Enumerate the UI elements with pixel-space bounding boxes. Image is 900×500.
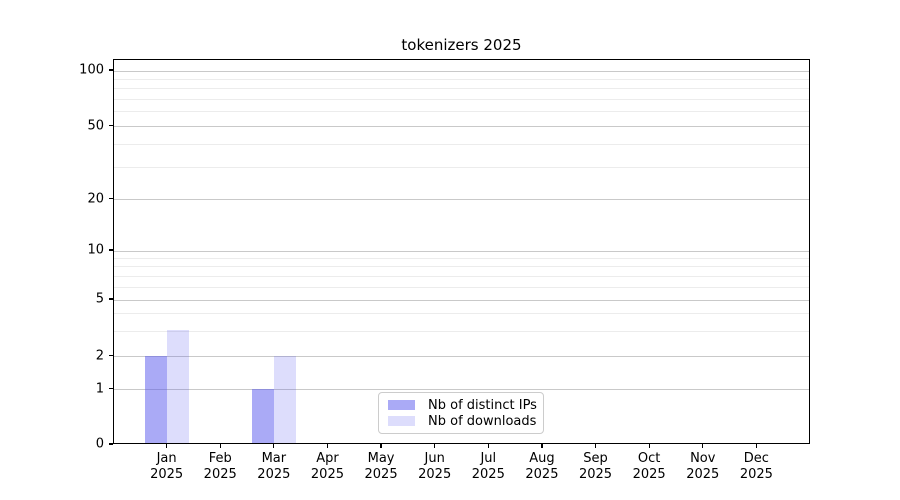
- x-tick-month: Sep: [583, 451, 608, 466]
- x-tick-month: Jun: [424, 451, 445, 466]
- x-tick-label: May 2025: [365, 451, 398, 483]
- gridline-major: [114, 70, 809, 72]
- gridline-minor: [114, 266, 809, 268]
- y-tick: [109, 124, 113, 127]
- gridline-major: [114, 126, 809, 127]
- x-tick-month: Nov: [690, 451, 716, 466]
- legend-swatch: [388, 400, 415, 410]
- x-tick-month: Feb: [208, 451, 232, 466]
- x-tick-year: 2025: [418, 467, 452, 482]
- x-tick-year: 2025: [471, 467, 505, 482]
- x-tick: [273, 444, 275, 448]
- gridline-minor: [114, 143, 809, 145]
- x-tick-month: Jul: [480, 451, 497, 466]
- x-tick-year: 2025: [257, 467, 291, 482]
- x-tick-label: Oct 2025: [633, 451, 666, 483]
- gridline-major: [114, 356, 809, 357]
- y-tick-label: 0: [95, 436, 104, 452]
- y-tick: [109, 354, 113, 357]
- x-tick-month: Dec: [743, 451, 769, 466]
- gridline-major: [114, 299, 809, 301]
- y-tick-label: 100: [79, 62, 104, 78]
- gridline-minor: [114, 99, 809, 101]
- x-tick-month: Apr: [316, 451, 339, 466]
- y-tick: [109, 197, 113, 200]
- gridline-minor: [114, 286, 809, 288]
- legend-label: Nb of distinct IPs: [428, 397, 537, 413]
- x-tick-label: Mar 2025: [257, 451, 290, 483]
- legend: Nb of distinct IPs Nb of downloads: [378, 392, 544, 434]
- gridline-minor: [114, 257, 809, 259]
- gridline-minor: [114, 313, 809, 315]
- bar: [273, 355, 296, 443]
- x-tick-year: 2025: [310, 467, 344, 482]
- x-tick-label: Feb 2025: [204, 451, 237, 483]
- x-tick: [434, 444, 436, 448]
- x-tick-month: Mar: [261, 451, 287, 466]
- plot-area: [113, 59, 810, 444]
- y-tick-label: 10: [87, 242, 104, 258]
- bar: [166, 330, 189, 443]
- bar: [251, 388, 274, 443]
- legend-entry: Nb of distinct IPs: [388, 397, 537, 413]
- legend-entry: Nb of downloads: [388, 413, 537, 429]
- y-tick: [109, 298, 113, 300]
- bar: [144, 355, 167, 443]
- x-tick: [648, 444, 650, 448]
- x-tick: [541, 444, 543, 448]
- x-tick-label: Apr 2025: [311, 451, 344, 483]
- x-tick-label: Jul 2025: [472, 451, 505, 483]
- x-tick-year: 2025: [739, 467, 773, 482]
- y-tick: [109, 387, 113, 390]
- x-tick-month: Oct: [637, 451, 661, 466]
- x-tick-month: Jan: [156, 451, 177, 466]
- gridline-major: [114, 250, 809, 252]
- gridline-minor: [114, 88, 809, 90]
- x-tick-year: 2025: [578, 467, 613, 482]
- x-tick: [487, 444, 489, 448]
- x-tick-label: Nov 2025: [686, 451, 719, 483]
- y-tick-label: 5: [95, 291, 104, 307]
- y-tick-label: 2: [95, 348, 104, 363]
- gridline-minor: [114, 275, 809, 277]
- x-tick: [166, 444, 168, 448]
- gridline-minor: [114, 166, 809, 168]
- x-tick: [702, 444, 704, 448]
- y-tick-label: 50: [87, 118, 104, 133]
- x-tick-year: 2025: [525, 467, 559, 482]
- gridline-minor: [114, 330, 809, 332]
- x-tick-year: 2025: [203, 467, 237, 482]
- x-tick: [594, 444, 597, 448]
- gridline-minor: [114, 78, 809, 80]
- x-tick-year: 2025: [686, 467, 720, 482]
- x-tick: [755, 444, 757, 448]
- x-tick-month: May: [367, 451, 395, 466]
- gridline-major: [114, 199, 809, 200]
- x-tick-year: 2025: [632, 467, 666, 482]
- x-tick-label: Sep 2025: [579, 451, 612, 483]
- legend-swatch: [388, 416, 415, 426]
- gridline-major: [114, 389, 809, 390]
- x-tick-year: 2025: [364, 467, 398, 482]
- x-tick: [380, 444, 382, 448]
- x-tick-label: Jan 2025: [150, 451, 183, 483]
- y-tick-label: 20: [87, 191, 104, 206]
- y-tick-label: 1: [95, 381, 104, 396]
- x-tick-month: Aug: [529, 451, 555, 466]
- x-tick-label: Jun 2025: [418, 451, 451, 483]
- x-tick-year: 2025: [150, 467, 184, 482]
- y-tick: [109, 443, 113, 445]
- chart-title: tokenizers 2025: [401, 36, 522, 54]
- x-tick-label: Aug 2025: [525, 451, 558, 483]
- x-tick-label: Dec 2025: [740, 451, 773, 483]
- y-tick: [109, 249, 113, 251]
- gridline-minor: [114, 111, 809, 113]
- y-tick: [109, 69, 113, 71]
- legend-label: Nb of downloads: [428, 413, 537, 429]
- x-tick: [219, 444, 221, 448]
- x-tick: [326, 444, 329, 448]
